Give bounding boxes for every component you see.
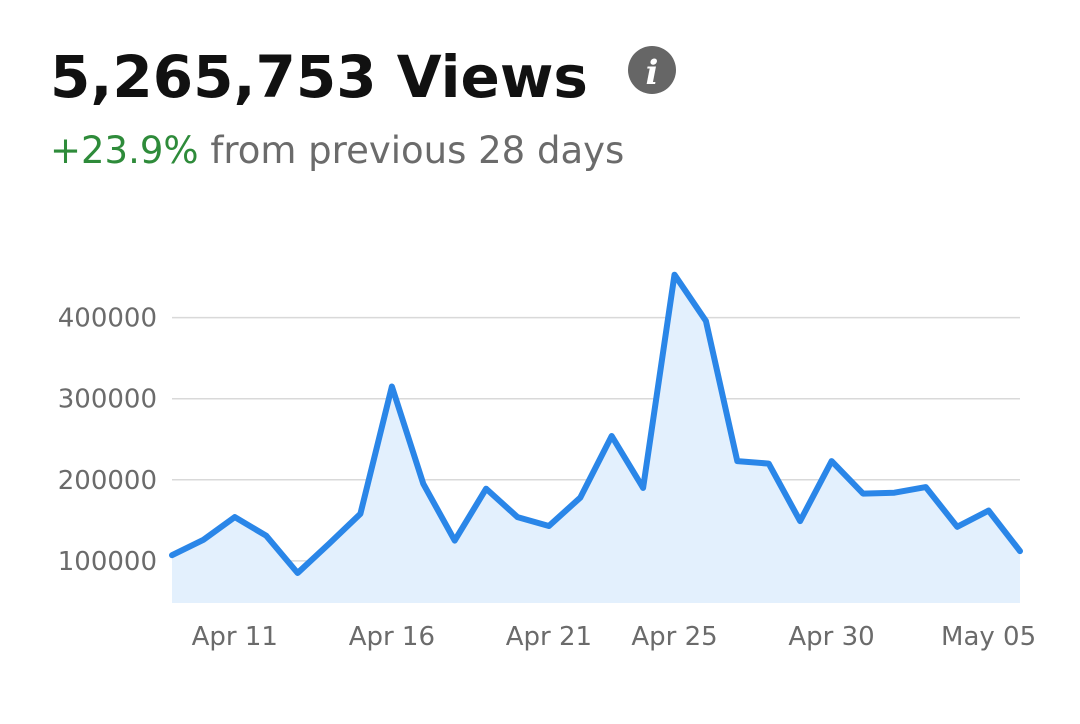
x-tick-label: Apr 16 (349, 622, 435, 652)
x-tick-label: Apr 11 (192, 622, 278, 652)
y-tick-label: 100000 (58, 547, 157, 577)
x-tick-label: May 05 (941, 622, 1036, 652)
subtitle: +23.9% from previous 28 days (50, 129, 624, 172)
x-tick-label: Apr 21 (506, 622, 592, 652)
change-text: from previous 28 days (210, 129, 624, 172)
y-tick-label: 300000 (58, 385, 157, 415)
change: +23.9% (50, 129, 199, 172)
line (169, 271, 1023, 576)
y-tick-label: 400000 (58, 304, 157, 334)
svg-text:i: i (646, 53, 659, 93)
x-tick-label: Apr 25 (631, 622, 717, 652)
y-tick-label: 200000 (58, 466, 157, 496)
info-icon[interactable]: i (628, 46, 676, 94)
x-tick-label: Apr 30 (788, 622, 874, 652)
area (172, 274, 1020, 603)
chart-title: 5,265,753 Views (50, 43, 588, 111)
